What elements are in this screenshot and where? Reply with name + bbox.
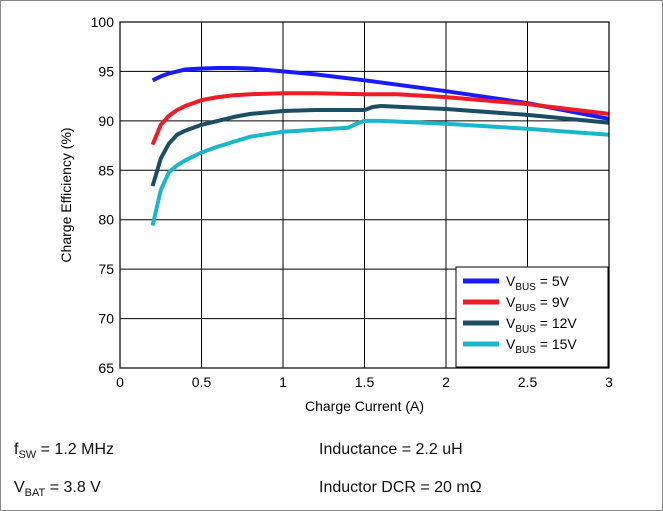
fsw-value: = 1.2 MHz [36,441,114,458]
series-line-2 [150,91,610,146]
legend-label: VBUS = 5V [506,273,570,293]
fsw-subscript: SW [18,449,37,461]
y-tick-label: 95 [98,63,114,79]
plot-border [119,21,610,369]
legend-label: VBUS = 9V [506,294,570,314]
x-tick-label: 0 [116,374,124,390]
fsw-symbol: f [14,441,19,458]
legend-box [455,266,609,368]
y-tick-label: 70 [98,311,114,327]
x-axis-label: Charge Current (A) [305,398,424,414]
y-axis-label: Charge Efficiency (%) [58,127,74,262]
inductance-note: Inductance = 2.2 uH [319,441,463,458]
x-tick-label: 2.5 [518,374,538,390]
y-tick-label: 75 [98,261,114,277]
series-line-3 [150,104,610,187]
series-line-4 [150,118,610,227]
vbat-subscript: BAT [24,487,46,499]
series-line-1 [151,66,610,121]
tick-labels: 0 0.5 1 1.5 2 2.5 3 65 70 75 80 85 90 95 100 [91,14,613,390]
y-tick-label: 90 [98,113,114,129]
x-tick-label: 1.5 [355,374,375,390]
series-lines [150,66,610,227]
x-tick-label: 2 [442,374,450,390]
battery-voltage-note: VBAT = 3.8 V [14,479,101,499]
legend-label: VBUS = 15V [506,336,577,356]
y-tick-label: 85 [98,162,114,178]
x-tick-label: 3 [605,374,613,390]
inductor-dcr-note: Inductor DCR = 20 mΩ [319,479,482,496]
vbat-value: = 3.8 V [45,479,101,496]
x-tick-label: 0.5 [192,374,212,390]
y-tick-label: 65 [98,360,114,376]
vbat-symbol: V [14,479,25,496]
y-tick-label: 80 [98,212,114,228]
y-tick-label: 100 [91,14,115,30]
x-tick-label: 1 [279,374,287,390]
legend-label: VBUS = 12V [506,315,577,335]
switching-frequency-note: fSW = 1.2 MHz [14,441,114,461]
